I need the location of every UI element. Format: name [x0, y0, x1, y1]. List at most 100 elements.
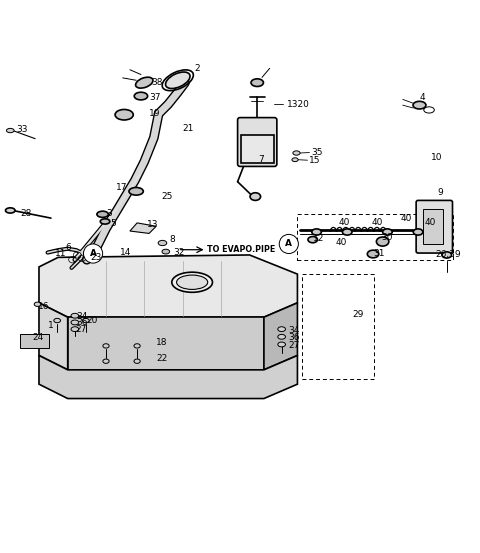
FancyBboxPatch shape [238, 118, 277, 166]
Polygon shape [264, 303, 298, 370]
Text: 2: 2 [194, 64, 200, 73]
Text: 37: 37 [149, 92, 161, 102]
Ellipse shape [413, 229, 423, 235]
Text: TO EVAPO.PIPE: TO EVAPO.PIPE [207, 245, 276, 254]
Ellipse shape [250, 193, 261, 200]
Ellipse shape [135, 77, 153, 88]
Text: 13: 13 [147, 220, 158, 229]
Ellipse shape [6, 128, 14, 133]
FancyBboxPatch shape [416, 200, 453, 253]
Ellipse shape [97, 211, 108, 217]
Polygon shape [39, 303, 68, 370]
Text: A: A [90, 249, 96, 258]
Ellipse shape [5, 208, 15, 213]
Text: 18: 18 [156, 338, 168, 347]
Text: 40: 40 [338, 218, 349, 227]
Text: 1: 1 [48, 321, 53, 330]
Ellipse shape [312, 229, 322, 235]
Ellipse shape [442, 252, 452, 258]
Text: 29: 29 [352, 310, 364, 319]
Circle shape [279, 234, 299, 253]
Text: 10: 10 [431, 153, 442, 162]
Ellipse shape [54, 319, 60, 323]
Text: 5: 5 [110, 220, 116, 228]
Ellipse shape [83, 319, 89, 323]
Text: 34: 34 [76, 312, 87, 321]
Circle shape [84, 244, 103, 263]
Text: 8: 8 [169, 234, 175, 244]
Ellipse shape [71, 320, 79, 325]
Text: 19: 19 [149, 109, 161, 118]
Ellipse shape [177, 275, 208, 289]
Text: A: A [285, 239, 292, 248]
Text: 14: 14 [120, 248, 132, 257]
Text: 40: 40 [336, 238, 347, 248]
Text: 40: 40 [400, 213, 412, 223]
Ellipse shape [413, 101, 426, 109]
Ellipse shape [278, 342, 286, 347]
Text: 27: 27 [288, 341, 299, 350]
Text: 26,39: 26,39 [435, 251, 461, 259]
Ellipse shape [134, 359, 140, 363]
Text: 4: 4 [420, 92, 425, 102]
Text: 35: 35 [311, 148, 323, 156]
Text: 22: 22 [156, 354, 168, 363]
Text: 9: 9 [437, 188, 443, 197]
Text: 36: 36 [76, 318, 87, 327]
Ellipse shape [367, 250, 379, 258]
Text: 11: 11 [55, 249, 66, 258]
Ellipse shape [134, 92, 148, 100]
Ellipse shape [308, 237, 318, 243]
Ellipse shape [383, 229, 392, 235]
Polygon shape [39, 356, 298, 399]
Polygon shape [20, 334, 48, 348]
Ellipse shape [342, 229, 352, 235]
Ellipse shape [115, 109, 133, 120]
Ellipse shape [71, 327, 79, 332]
Text: 25: 25 [161, 191, 172, 201]
Text: 36: 36 [288, 333, 300, 342]
Ellipse shape [293, 151, 300, 155]
Text: 6: 6 [65, 243, 71, 252]
Polygon shape [39, 255, 298, 317]
Ellipse shape [172, 272, 213, 293]
Text: 7: 7 [258, 155, 264, 164]
Text: 32: 32 [173, 248, 184, 257]
Ellipse shape [103, 344, 109, 348]
Text: 27: 27 [76, 325, 87, 333]
Text: 40: 40 [424, 218, 436, 227]
Text: 34: 34 [288, 326, 299, 335]
Ellipse shape [166, 72, 190, 88]
Text: 1320: 1320 [287, 100, 310, 109]
Text: 17: 17 [116, 184, 127, 192]
Text: 3: 3 [106, 209, 112, 218]
Text: 30: 30 [381, 233, 393, 242]
Text: 21: 21 [182, 124, 194, 133]
Ellipse shape [162, 249, 169, 254]
Text: 15: 15 [310, 156, 321, 165]
Ellipse shape [71, 314, 79, 318]
Text: 20: 20 [86, 316, 97, 325]
Ellipse shape [292, 158, 298, 161]
Ellipse shape [278, 327, 286, 332]
Ellipse shape [129, 187, 144, 195]
Ellipse shape [158, 241, 167, 246]
Polygon shape [68, 317, 264, 370]
Polygon shape [130, 223, 156, 233]
Ellipse shape [134, 344, 140, 348]
Ellipse shape [34, 302, 41, 306]
Ellipse shape [100, 219, 110, 224]
Text: 28: 28 [21, 209, 32, 218]
Text: 12: 12 [313, 234, 324, 243]
Text: 40: 40 [372, 218, 383, 227]
Bar [241, 135, 274, 163]
Ellipse shape [251, 79, 264, 86]
Ellipse shape [103, 359, 109, 363]
Text: 16: 16 [37, 302, 49, 311]
Ellipse shape [278, 335, 286, 339]
Ellipse shape [376, 237, 389, 246]
Text: 24: 24 [33, 333, 44, 342]
Text: 31: 31 [373, 249, 384, 258]
Bar [423, 210, 443, 244]
Text: 33: 33 [16, 124, 27, 134]
